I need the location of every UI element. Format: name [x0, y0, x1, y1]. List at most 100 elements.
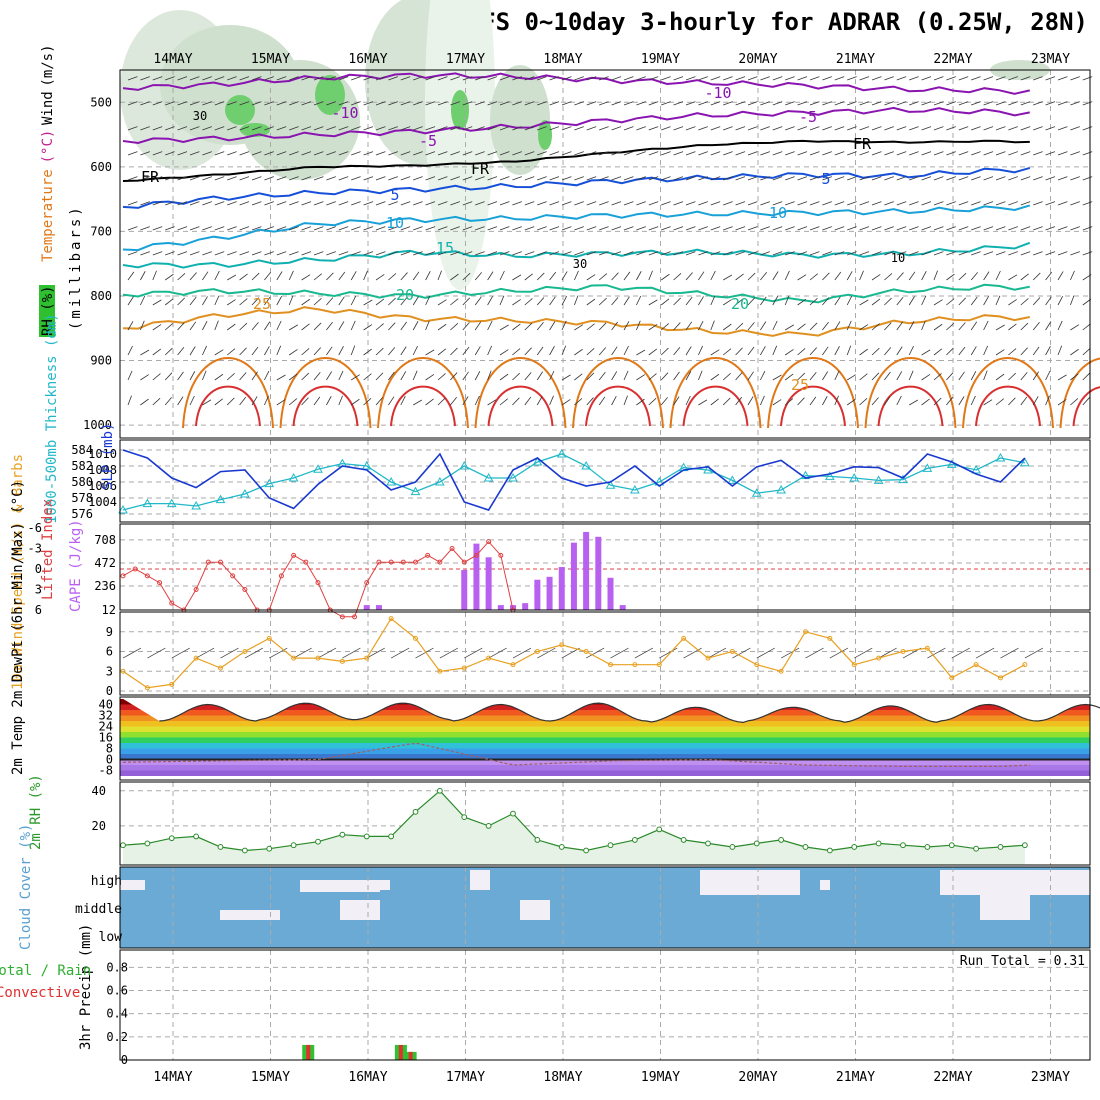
wind-barb [983, 296, 989, 306]
wind-barb [152, 226, 163, 231]
wind-barb [896, 321, 904, 331]
lifted-index-marker [449, 546, 455, 551]
wind-barb [177, 322, 185, 331]
wind-barb [834, 201, 845, 206]
wind-barb [685, 296, 693, 306]
thickness-tick-label: 576 [71, 507, 93, 521]
lifted-index-marker [486, 539, 492, 545]
rh-marker [436, 787, 443, 794]
isotherm-30-loop [669, 357, 762, 429]
wind-barb [326, 76, 336, 81]
wind-barb [772, 201, 783, 206]
wind-barb [1045, 271, 1053, 281]
wind-barb [549, 201, 560, 206]
wind-barb [400, 395, 406, 406]
wind-barb [549, 370, 555, 381]
wind-barb [1008, 76, 1018, 81]
wind-barb [549, 395, 554, 406]
wind-barb [710, 101, 721, 106]
li-tick-label: -6 [28, 521, 42, 535]
wind-barb [425, 320, 430, 331]
temp-color-band [120, 732, 1090, 738]
wind-barb [611, 395, 617, 406]
isotherm-35-loop [390, 385, 456, 427]
wind-barb [995, 349, 1005, 356]
wind-barb [921, 295, 927, 306]
wind-barb [599, 226, 609, 231]
wind-barb [611, 126, 622, 131]
thickness-marker [459, 460, 470, 470]
wind-speed-marker [510, 662, 516, 668]
temp-color-band [120, 737, 1090, 743]
wind-barb [202, 101, 212, 106]
wind-barb [140, 76, 150, 81]
wind-barb [388, 201, 398, 206]
wind-barb [177, 273, 186, 281]
wind-barb [202, 176, 212, 181]
wind-barb [450, 273, 459, 281]
wind-barb [784, 349, 794, 356]
cape-bar [534, 579, 541, 610]
surface-wind-barb [488, 647, 507, 659]
lifted-index-marker [144, 573, 150, 579]
wind-barb [673, 226, 684, 231]
wind-barb [524, 372, 532, 381]
wind-barb [164, 323, 174, 331]
wind-barb [189, 321, 197, 331]
wind-barb [1045, 226, 1056, 231]
rh-marker [339, 831, 346, 838]
surface-wind-barb [951, 647, 970, 659]
wind-speed-marker [364, 655, 370, 661]
wind-barb [202, 271, 209, 281]
surface-wind-barb [707, 647, 727, 659]
wind-barb [202, 345, 207, 356]
wind-barb [226, 299, 236, 306]
wind-barb [413, 126, 423, 131]
wind-barb [970, 346, 977, 356]
wind-barb [1020, 151, 1031, 156]
wind-barb [933, 201, 944, 206]
wind-barb [524, 176, 535, 181]
wind-barb [908, 271, 916, 281]
wind-barb [412, 296, 419, 306]
isotherm-30-loop [279, 357, 372, 429]
wind-barb [499, 76, 510, 81]
upper-air-ylabel-part: (°C) [40, 130, 56, 164]
wind-barb [661, 101, 671, 106]
wind-barb [747, 371, 754, 381]
wind-barb [227, 251, 237, 256]
rh-marker [826, 847, 833, 854]
wind-barb [1008, 397, 1016, 406]
rh-marker [266, 845, 273, 852]
wind-barb [1082, 101, 1093, 106]
wind-barb [958, 396, 965, 406]
wind-barb [301, 151, 312, 156]
zero-line [120, 758, 1090, 761]
wind-barb [698, 176, 708, 181]
wind-barb [1032, 272, 1041, 281]
wind-barb [512, 76, 522, 81]
wind-barb [375, 201, 386, 206]
wind-barb [648, 251, 659, 256]
isotherm-15 [122, 241, 1031, 269]
wind-barb [1020, 322, 1029, 331]
wind-barb [574, 373, 583, 381]
rh-shading [490, 65, 550, 175]
wind-barb [797, 323, 806, 331]
rh-marker [631, 837, 638, 843]
wind-barb [1008, 226, 1018, 231]
wind-barb [474, 296, 482, 306]
thickness-marker [215, 494, 226, 504]
thickness-marker [825, 471, 835, 480]
wind-barb [1033, 201, 1043, 206]
wind-speed-marker [608, 662, 613, 668]
wind-barb [772, 76, 783, 81]
contour-label-5: 5 [390, 186, 399, 204]
wind-barb [785, 176, 795, 181]
wind-speed-marker [413, 635, 418, 641]
thickness-marker [410, 486, 421, 496]
wind-speed-marker [754, 662, 760, 668]
wind-barb [413, 226, 423, 231]
wind-barb [276, 126, 287, 131]
